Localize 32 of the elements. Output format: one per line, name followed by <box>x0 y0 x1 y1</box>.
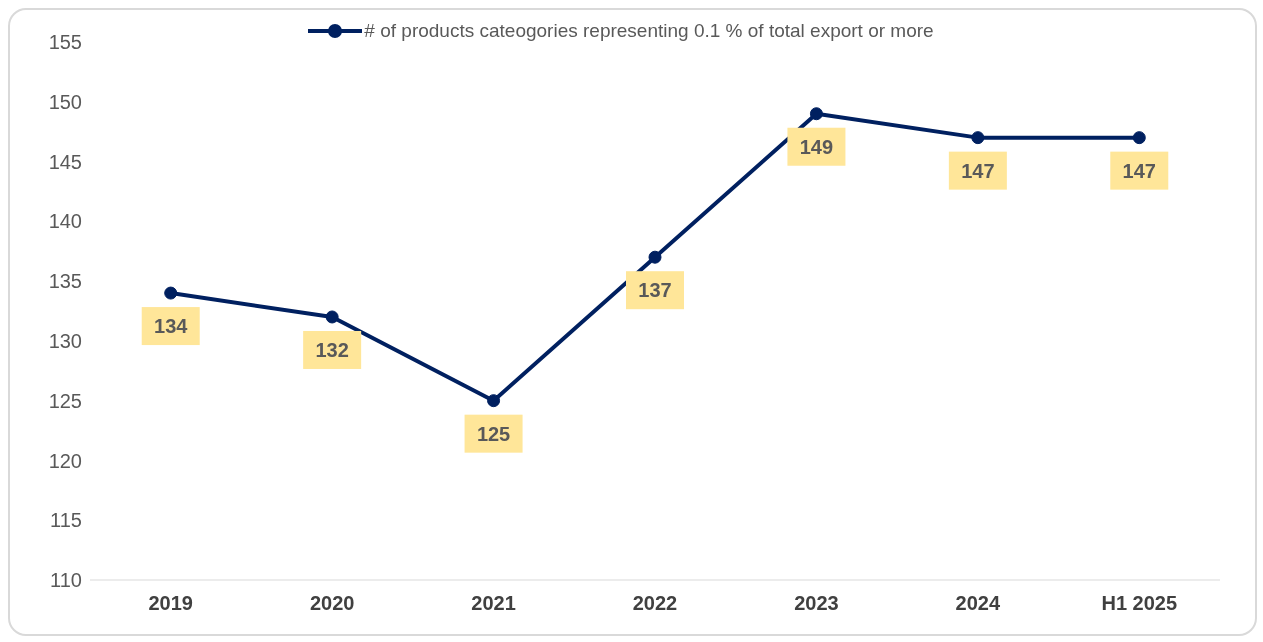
y-tick-label: 140 <box>48 210 82 233</box>
y-tick-label: 115 <box>50 509 82 532</box>
point <box>809 107 823 121</box>
data-label: 125 <box>476 422 511 445</box>
point <box>325 310 339 324</box>
point <box>164 286 178 300</box>
y-tick-label: 155 <box>48 31 82 54</box>
x-tick-label: H1 2025 <box>1101 592 1178 615</box>
point <box>648 250 662 264</box>
point <box>487 394 501 408</box>
data-label: 137 <box>638 279 672 302</box>
y-tick-label: 110 <box>50 569 82 592</box>
y-tick-label: 145 <box>48 150 82 173</box>
point <box>1132 131 1146 145</box>
data-label: 134 <box>154 315 189 338</box>
point <box>971 131 985 145</box>
x-tick-label: 2022 <box>632 592 678 615</box>
y-tick-label: 125 <box>48 389 82 412</box>
data-label: 132 <box>315 338 349 361</box>
x-tick-label: 2021 <box>471 592 516 615</box>
x-tick-label: 2020 <box>309 592 355 615</box>
x-tick-label: 2023 <box>794 592 839 615</box>
x-tick-label: 2019 <box>148 592 193 615</box>
y-tick-label: 135 <box>48 270 82 293</box>
data-label: 149 <box>799 135 834 158</box>
data-label: 147 <box>1122 159 1156 182</box>
legend-label: # of products cateogories representing 0.1 % of total export or more <box>364 20 934 42</box>
y-tick-label: 150 <box>48 90 82 113</box>
data-label: 147 <box>961 159 995 182</box>
y-tick-label: 120 <box>48 449 82 472</box>
x-tick-label: 2024 <box>955 592 1001 615</box>
y-tick-label: 130 <box>48 329 82 352</box>
